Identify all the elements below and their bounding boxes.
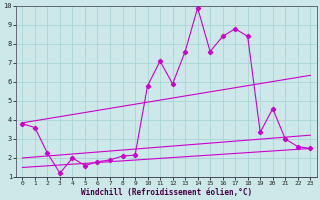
X-axis label: Windchill (Refroidissement éolien,°C): Windchill (Refroidissement éolien,°C) (81, 188, 252, 197)
